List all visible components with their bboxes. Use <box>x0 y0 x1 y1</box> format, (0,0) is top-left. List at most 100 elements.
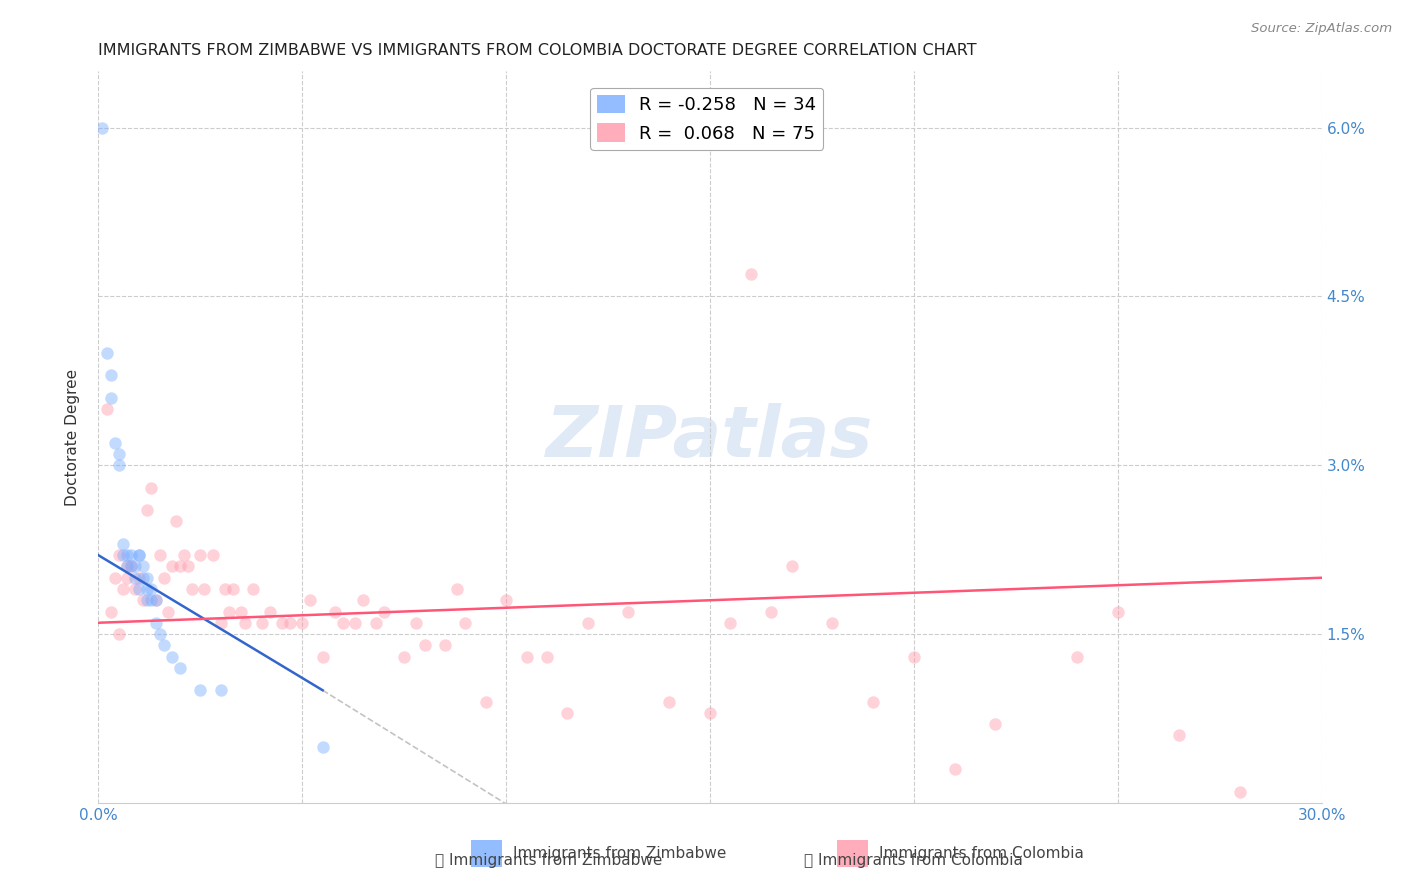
Point <box>344 615 367 630</box>
Point <box>160 649 183 664</box>
Point <box>152 571 174 585</box>
Point <box>201 548 224 562</box>
Point <box>516 649 538 664</box>
Point <box>115 548 138 562</box>
Point <box>209 615 232 630</box>
Point <box>474 694 498 708</box>
Point <box>231 605 253 619</box>
Point <box>124 559 146 574</box>
Point <box>259 605 281 619</box>
Point <box>141 481 163 495</box>
Point <box>193 582 215 596</box>
Point <box>299 593 322 607</box>
Text: ⬜ Immigrants from Colombia: ⬜ Immigrants from Colombia <box>804 854 1024 868</box>
Point <box>145 615 167 630</box>
Point <box>124 571 146 585</box>
Y-axis label: Doctorate Degree: Doctorate Degree <box>65 368 80 506</box>
Point <box>132 571 155 585</box>
Point <box>160 559 183 574</box>
Point <box>115 559 138 574</box>
Bar <box>471 840 502 867</box>
Text: Immigrants from Colombia: Immigrants from Colombia <box>879 846 1084 861</box>
Point <box>100 391 122 405</box>
Point <box>173 548 195 562</box>
Point <box>136 571 159 585</box>
Point <box>145 593 167 607</box>
Point <box>658 694 681 708</box>
Point <box>214 582 236 596</box>
Point <box>984 717 1007 731</box>
Point <box>115 571 138 585</box>
Point <box>242 582 264 596</box>
Point <box>943 762 966 776</box>
Point <box>536 649 558 664</box>
Point <box>740 267 762 281</box>
Point <box>115 559 138 574</box>
Point <box>1107 605 1129 619</box>
Point <box>111 548 134 562</box>
Point <box>188 548 212 562</box>
Point <box>209 683 232 698</box>
Point <box>312 739 335 754</box>
Point <box>141 582 163 596</box>
Point <box>495 593 517 607</box>
Point <box>323 605 346 619</box>
Point <box>108 627 131 641</box>
Point <box>454 615 477 630</box>
Point <box>446 582 468 596</box>
Point <box>434 638 457 652</box>
Point <box>108 447 131 461</box>
Text: ⬜ Immigrants from Zimbabwe: ⬜ Immigrants from Zimbabwe <box>434 854 662 868</box>
Point <box>364 615 387 630</box>
Point <box>291 615 314 630</box>
Point <box>218 605 240 619</box>
Point <box>169 661 191 675</box>
Point <box>165 515 187 529</box>
Point <box>177 559 200 574</box>
Point <box>903 649 925 664</box>
Point <box>145 593 167 607</box>
Point <box>149 627 172 641</box>
Point <box>120 559 142 574</box>
Point <box>128 582 150 596</box>
Point <box>100 368 122 383</box>
Point <box>699 706 721 720</box>
Point <box>405 615 427 630</box>
Point <box>617 605 640 619</box>
Point <box>278 615 301 630</box>
Point <box>96 401 118 416</box>
Point <box>136 503 159 517</box>
Point <box>1066 649 1088 664</box>
Point <box>862 694 884 708</box>
Point <box>270 615 294 630</box>
Point <box>111 537 134 551</box>
Point <box>373 605 395 619</box>
Point <box>111 582 134 596</box>
Legend: R = -0.258   N = 34, R =  0.068   N = 75: R = -0.258 N = 34, R = 0.068 N = 75 <box>591 87 824 150</box>
Point <box>120 559 142 574</box>
Point <box>576 615 599 630</box>
Point <box>152 638 174 652</box>
Point <box>108 548 131 562</box>
Point <box>413 638 436 652</box>
Text: Immigrants from Zimbabwe: Immigrants from Zimbabwe <box>513 846 727 861</box>
Point <box>222 582 245 596</box>
Point <box>312 649 335 664</box>
Point <box>128 548 150 562</box>
Point <box>156 605 179 619</box>
Text: IMMIGRANTS FROM ZIMBABWE VS IMMIGRANTS FROM COLOMBIA DOCTORATE DEGREE CORRELATIO: IMMIGRANTS FROM ZIMBABWE VS IMMIGRANTS F… <box>98 43 977 58</box>
Point <box>91 120 114 135</box>
Point <box>132 593 155 607</box>
Point <box>352 593 374 607</box>
Point <box>149 548 172 562</box>
Text: ZIPatlas: ZIPatlas <box>547 402 873 472</box>
Point <box>233 615 256 630</box>
Point <box>136 582 159 596</box>
Point <box>104 435 127 450</box>
Point <box>128 548 150 562</box>
Point <box>132 559 155 574</box>
Point <box>188 683 212 698</box>
Bar <box>837 840 868 867</box>
Point <box>100 605 122 619</box>
Point <box>120 548 142 562</box>
